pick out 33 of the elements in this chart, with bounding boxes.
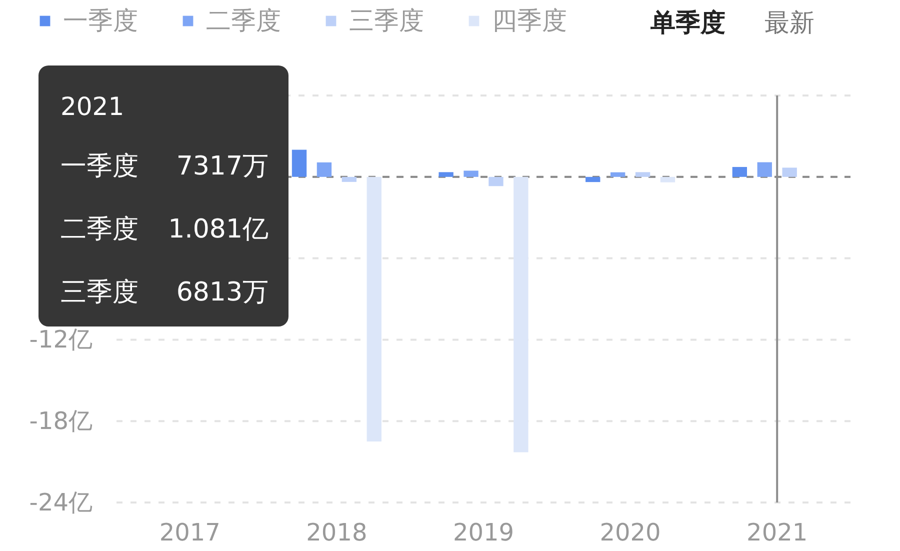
- text: 一季度 7317万: [60, 152, 269, 182]
- annotation: 2021: [60, 92, 124, 121]
- bar: [660, 176, 676, 182]
- bar: [782, 168, 797, 177]
- bar: [488, 176, 504, 186]
- x-tick-label: 2018: [306, 518, 368, 546]
- bar: [514, 176, 528, 452]
- bar: [464, 170, 478, 177]
- annotation: 二季度 1.081亿: [60, 214, 269, 244]
- bar: [438, 172, 454, 177]
- bar: [342, 176, 357, 182]
- bar: [586, 176, 600, 182]
- bar: [316, 162, 332, 177]
- x-tick-label: 2019: [452, 518, 514, 546]
- bar: [635, 172, 650, 177]
- text: 三季度 6813万: [60, 278, 269, 308]
- text: 最新: [764, 8, 814, 37]
- bar: [732, 166, 748, 177]
- text: 单季度: [650, 8, 726, 37]
- bar: [757, 162, 772, 177]
- bar: [610, 172, 626, 177]
- legend-label: 一季度: [63, 5, 138, 37]
- y-tick-label: -12亿: [29, 326, 93, 354]
- y-tick-label: -18亿: [29, 407, 93, 436]
- x-tick-label: 2017: [159, 518, 220, 546]
- x-tick-label: 2021: [746, 518, 808, 546]
- x-tick-label: 2020: [600, 518, 661, 546]
- bar: [292, 150, 307, 177]
- y-tick-label: -24亿: [29, 488, 93, 516]
- legend-label: 四季度: [492, 5, 567, 37]
- legend-label: 三季度: [349, 5, 424, 37]
- legend-label: 二季度: [206, 5, 281, 37]
- bar: [366, 176, 382, 442]
